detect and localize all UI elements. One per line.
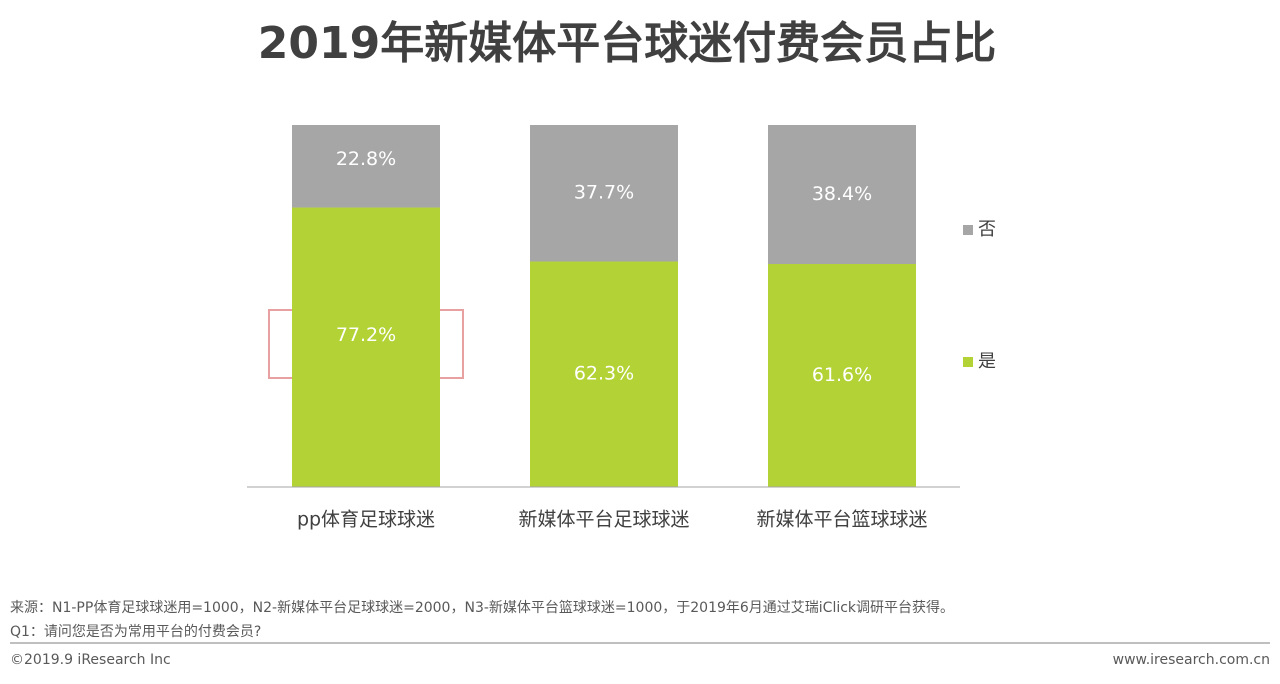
legend-swatch [963,357,973,367]
x-tick-label: pp体育足球球迷 [297,509,435,531]
website: www.iresearch.com.cn [1113,652,1270,668]
data-label: 77.2% [336,324,396,346]
data-label: 38.4% [812,183,872,205]
bar-segment [292,207,440,487]
bar-segment [292,125,440,208]
legend-label: 是 [978,351,996,372]
bar-segment [768,125,916,265]
question-note: Q1：请问您是否为常用平台的付费会员? [10,623,261,640]
data-label: 37.7% [574,182,634,204]
bar-segment [768,264,916,487]
data-label: 61.6% [812,364,872,386]
data-label: 22.8% [336,148,396,170]
x-tick-label: 新媒体平台篮球球迷 [756,509,927,531]
source-note: 来源：N1-PP体育足球球迷用=1000，N2-新媒体平台足球球迷=2000，N… [10,599,954,616]
data-label: 62.3% [574,363,634,385]
x-tick-label: 新媒体平台足球球迷 [518,509,689,531]
legend-swatch [963,225,973,235]
legend-label: 否 [978,219,996,240]
copyright: ©2019.9 iResearch Inc [10,652,171,668]
bar-segment [530,261,678,487]
bar-segment [530,125,678,262]
chart-title: 2019年新媒体平台球迷付费会员占比 [258,18,996,69]
